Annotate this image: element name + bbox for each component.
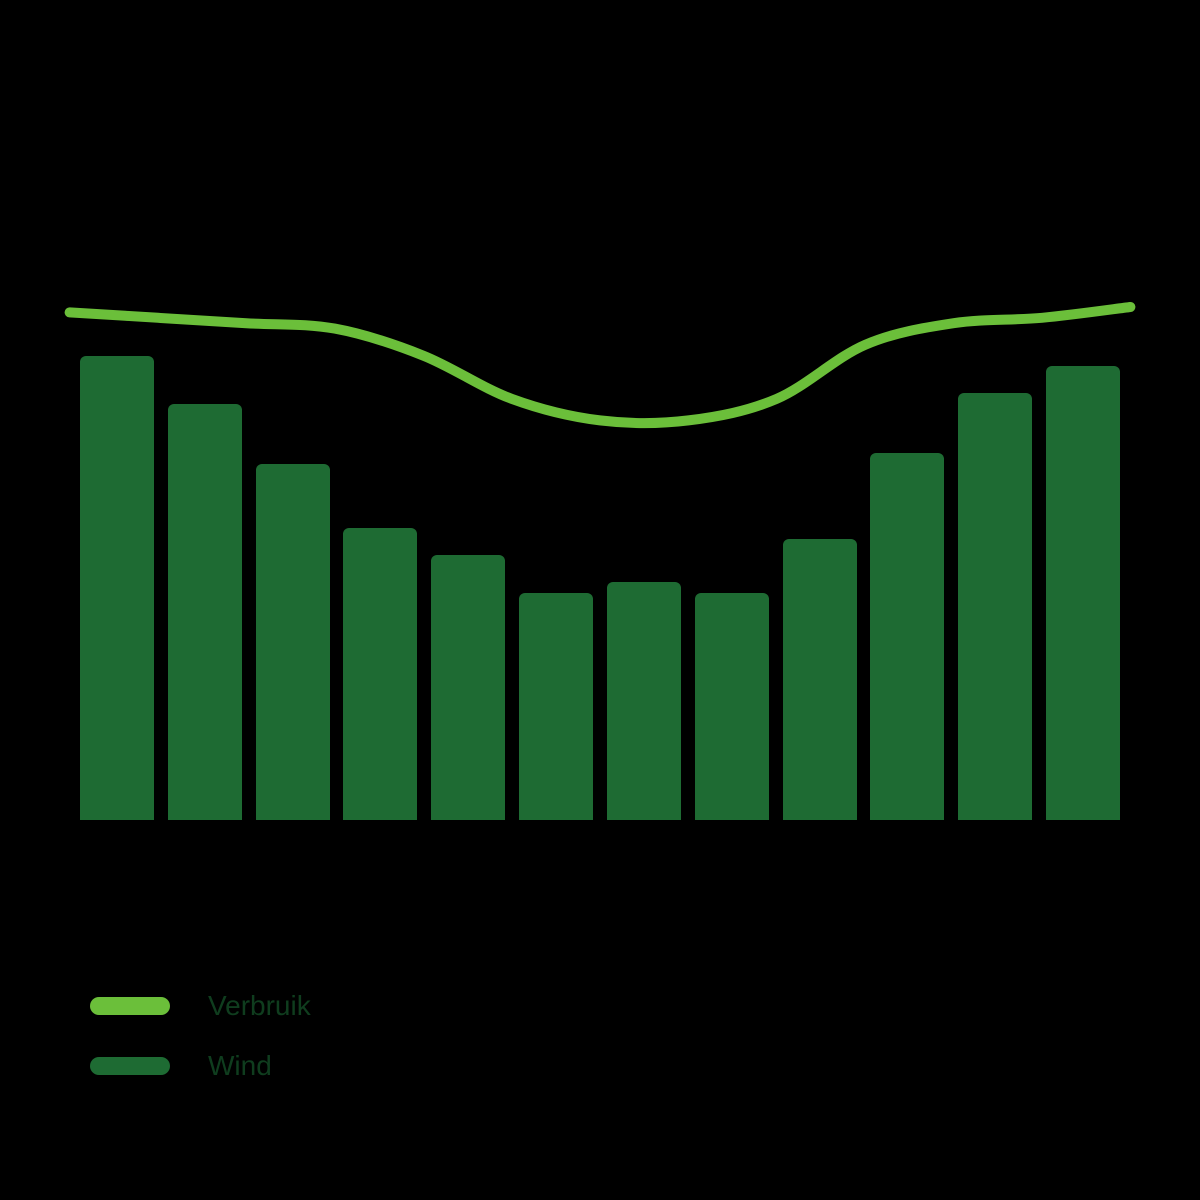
legend-swatch-verbruik [90,997,170,1015]
legend-label: Verbruik [208,990,311,1022]
energy-chart [80,280,1120,820]
legend-item-wind: Wind [90,1050,490,1082]
verbruik-line-path [70,307,1131,423]
legend-swatch-wind [90,1057,170,1075]
line-series-verbruik [80,280,1120,820]
chart-legend: Verbruik Wind [90,990,490,1110]
legend-label: Wind [208,1050,272,1082]
legend-item-verbruik: Verbruik [90,990,490,1022]
